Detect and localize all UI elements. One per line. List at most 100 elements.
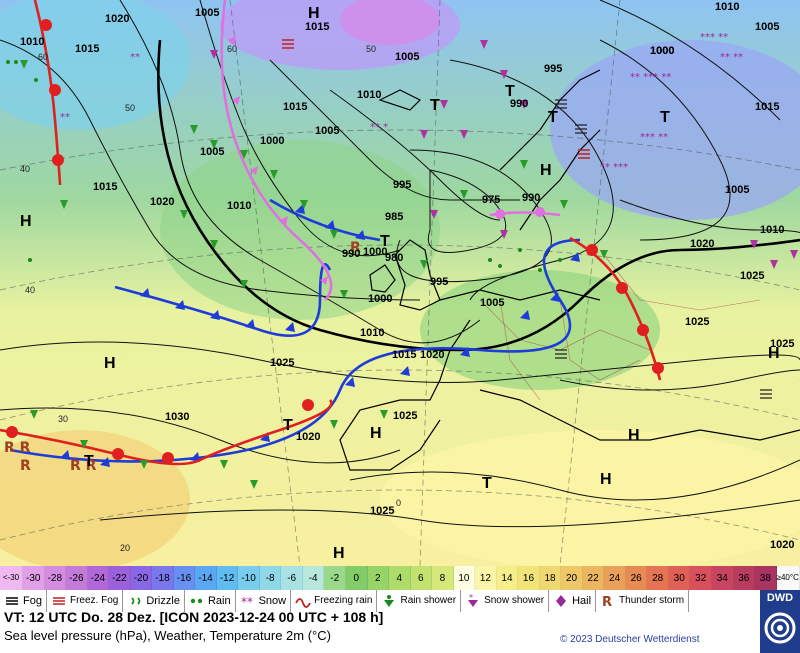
isobar-label: 995	[544, 63, 562, 75]
isobar-label: 1025	[770, 338, 794, 350]
freezing-fog-symbols	[282, 39, 590, 159]
isotherm-label: 20	[120, 543, 130, 553]
weather-map: *** ** ** *** ** *** ** ** *** ** ** ** …	[0, 0, 800, 566]
legend-label: Drizzle	[146, 595, 180, 607]
svg-text:R: R	[20, 458, 31, 474]
isobar-label: 1000	[368, 293, 392, 305]
high-pressure-center: H	[370, 425, 382, 442]
isotherm-label: 0	[396, 498, 401, 508]
isobar-label: 980	[385, 252, 403, 264]
scale-cell: 0	[345, 566, 368, 590]
scale-cell: 8	[432, 566, 454, 590]
high-pressure-center: H	[333, 545, 345, 562]
high-pressure-center: H	[768, 345, 780, 362]
svg-text:** ***: ** ***	[600, 162, 628, 173]
scale-cell: -30	[23, 566, 45, 590]
legend-item-freezing-rain: Freezing rain	[291, 590, 378, 612]
legend-label: Freez. Fog	[69, 595, 119, 606]
thunderstorm-icon: R	[600, 594, 616, 610]
isotherm-label: 60	[227, 44, 237, 54]
scale-cell: 6	[410, 566, 433, 590]
isobar-label: 1015	[392, 349, 416, 361]
isobar-labels: 1010 1015 1020 1005 1015 1005 1010 1015 1005 1000…	[20, 1, 794, 551]
isobar-label: 1000	[363, 246, 387, 258]
rain-shower-symbols	[20, 60, 608, 489]
scale-cell: 32	[690, 566, 712, 590]
legend-item-rain-shower: Rain shower	[377, 590, 462, 612]
snow-symbols: *** ** ** *** ** *** ** ** *** ** ** ** …	[60, 32, 743, 173]
low-pressure-center: T	[84, 453, 94, 470]
svg-text:*: *	[469, 594, 473, 602]
isobar-label: 1005	[200, 146, 224, 158]
isobar-label: 995	[393, 179, 411, 191]
scale-cell: 20	[561, 566, 583, 590]
scale-cell: -10	[238, 566, 260, 590]
isotherm-label: 50	[125, 103, 135, 113]
isobar-label: 1025	[685, 316, 709, 328]
isobar-label: 1000	[650, 45, 674, 57]
scale-cell: -12	[216, 566, 239, 590]
mild-area-atlantic	[160, 140, 440, 320]
isobar-label: 1015	[75, 43, 99, 55]
isobar-label: 1015	[93, 181, 117, 193]
isotherm-label: 40	[20, 164, 30, 174]
snow-shower-symbols	[210, 40, 798, 269]
scale-cell: 14	[496, 566, 519, 590]
isobar-label: 990	[522, 192, 540, 204]
scale-cell: 2	[367, 566, 390, 590]
coastlines	[339, 69, 800, 471]
legend-label: Hail	[572, 595, 592, 607]
isobar-label: 1000	[650, 45, 674, 57]
scale-cell: 28	[647, 566, 669, 590]
isobar-label: 1020	[770, 539, 794, 551]
warm-area-south	[380, 430, 800, 566]
scale-cell: -8	[259, 566, 282, 590]
isotherm-label: 30	[58, 414, 68, 424]
weather-legend: Fog Freez. Fog Drizzle Rain ** Snow Freezing r…	[0, 590, 758, 612]
cold-front-atlantic	[114, 263, 332, 337]
isobar-label: 1010	[20, 36, 44, 48]
freezing-rain-icon	[295, 594, 311, 608]
temperature-color-scale: < -30 -30 -28 -26 -24 -22 -20 -18 -16 -14 -12 -10 -8-…	[0, 566, 800, 590]
scale-cell: 36	[733, 566, 756, 590]
warm-front-east	[569, 236, 664, 381]
low-pressure-center: T	[283, 417, 293, 434]
cold-front-north	[269, 198, 381, 242]
isobar-label: 1010	[760, 224, 784, 236]
svg-text:*** **: *** **	[640, 132, 668, 143]
freezing-fog-icon	[51, 594, 67, 608]
isobars	[0, 0, 800, 528]
isotherm-label: 40	[25, 285, 35, 295]
scale-cell: -26	[66, 566, 88, 590]
isobar-label: 1010	[360, 327, 384, 339]
valid-time-label: VT: 12 UTC Do. 28 Dez. [ICON 2023-12-24 …	[4, 609, 384, 625]
legend-label: Rain	[207, 595, 231, 607]
cool-area-west	[0, 0, 190, 130]
copyright-text: © 2023 Deutscher Wetterdienst	[560, 634, 700, 645]
scale-cell: 24	[604, 566, 626, 590]
svg-text:**: **	[130, 52, 140, 63]
isobar-label: 1000	[260, 135, 284, 147]
scale-cell: -4	[302, 566, 325, 590]
legend-label: Fog	[23, 595, 42, 607]
scale-cell: -24	[87, 566, 110, 590]
rain-icon	[189, 594, 205, 608]
scale-cell: 18	[539, 566, 562, 590]
scale-cell: -22	[109, 566, 131, 590]
scale-cell: -28	[44, 566, 67, 590]
isobar-label: 985	[385, 211, 403, 223]
isobar-label: 1010	[227, 200, 251, 212]
svg-text:R: R	[350, 240, 361, 256]
isobar-label: 1020	[105, 13, 129, 25]
scale-cell: 38	[755, 566, 777, 590]
high-pressure-center: H	[628, 427, 640, 444]
low-pressure-center: T	[548, 109, 558, 126]
hail-icon	[553, 594, 569, 608]
legend-item-freezing-fog: Freez. Fog	[47, 590, 124, 612]
scale-endcap-left: < -30	[0, 566, 23, 590]
low-pressure-center: T	[505, 83, 515, 100]
svg-text:**: **	[60, 112, 70, 123]
legend-item-fog: Fog	[0, 590, 47, 612]
warm-front-northwest	[33, 0, 64, 186]
rain-shower-icon	[381, 594, 397, 608]
